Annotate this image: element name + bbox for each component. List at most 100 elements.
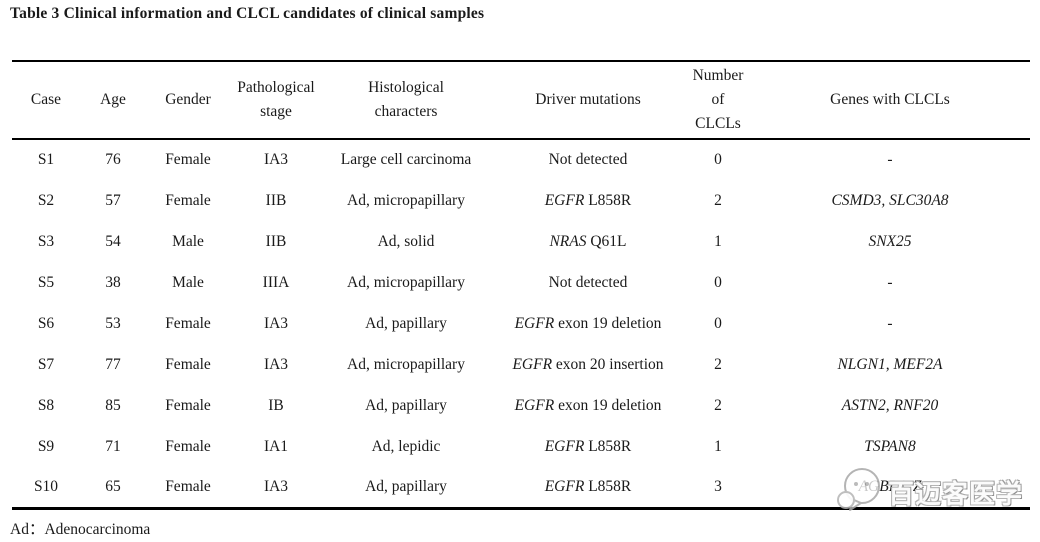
col-header-gender: Gender — [165, 90, 211, 108]
cell-age: 77 — [105, 355, 121, 373]
table-header: Case Age Gender Pathological stage Histo… — [12, 61, 1030, 139]
driver-gene-italic: EGFR — [544, 477, 585, 495]
table-title: Table 3 Clinical information and CLCL ca… — [10, 5, 485, 22]
cell-case: S5 — [37, 273, 55, 291]
cell-histology: Ad, papillary — [365, 477, 447, 495]
cell-gender: Male — [172, 232, 204, 250]
cell-age: 85 — [105, 396, 121, 414]
col-header-histological-characters: Histological characters — [368, 78, 444, 120]
driver-gene-italic: EGFR — [514, 314, 555, 332]
table-row: S5 38 Male IIIA Ad, micropapillary Not d… — [12, 262, 1030, 303]
cell-gender: Female — [165, 314, 211, 332]
driver-gene-italic: EGFR — [514, 396, 555, 414]
driver-mutation-detail: Not detected — [548, 151, 628, 168]
cell-histology: Ad, papillary — [365, 314, 447, 332]
cell-driver-mutation: EGFR exon 19 deletion — [490, 385, 686, 426]
cell-clcl-count: 3 — [714, 477, 722, 495]
table-row: S9 71 Female IA1 Ad, lepidic EGFR L858R … — [12, 426, 1030, 467]
cell-stage: IA3 — [263, 314, 289, 332]
cell-stage: IA3 — [263, 151, 289, 168]
driver-mutation-detail: exon 19 deletion — [554, 396, 662, 414]
cell-genes: NLGN1, MEF2A — [837, 355, 943, 373]
table-row: S2 57 Female IIB Ad, micropapillary EGFR… — [12, 180, 1030, 221]
table-row: S6 53 Female IA3 Ad, papillary EGFR exon… — [12, 303, 1030, 344]
cell-clcl-count: 1 — [714, 232, 722, 250]
driver-gene-italic: EGFR — [544, 191, 585, 209]
cell-genes: SNX25 — [868, 232, 912, 250]
driver-mutation-detail: L858R — [584, 477, 632, 495]
cell-histology: Ad, solid — [377, 232, 435, 250]
col-header-genes-with-clcls: Genes with CLCLs — [830, 90, 950, 108]
cell-clcl-count: 0 — [714, 151, 722, 168]
driver-mutation-detail: L858R — [584, 191, 632, 209]
driver-mutation-detail: Q61L — [586, 232, 627, 250]
cell-case: S3 — [37, 232, 55, 250]
cell-genes: ASTN2, RNF20 — [841, 396, 939, 414]
cell-age: 76 — [105, 151, 121, 168]
cell-histology: Ad, micropapillary — [347, 191, 465, 209]
cell-genes: CSMD3, SLC30A8 — [831, 191, 949, 209]
footnote-adenocarcinoma: Ad：Adenocarcinoma — [10, 521, 151, 538]
table-row: S8 85 Female IB Ad, papillary EGFR exon … — [12, 385, 1030, 426]
col-header-case: Case — [30, 90, 62, 108]
cell-histology: Large cell carcinoma — [340, 151, 472, 168]
cell-clcl-count: 0 — [714, 314, 722, 332]
cell-gender: Male — [172, 273, 204, 291]
cell-gender: Female — [165, 355, 211, 373]
cell-genes: - — [887, 273, 893, 291]
table-row: S3 54 Male IIB Ad, solid NRAS Q61L 1 SNX… — [12, 221, 1030, 262]
cell-stage: IIB — [265, 191, 287, 209]
table-row: S1 76 Female IA3 Large cell carcinoma No… — [12, 139, 1030, 180]
driver-gene-italic: NRAS — [549, 232, 587, 250]
cell-gender: Female — [165, 151, 211, 168]
cell-age: 57 — [105, 191, 121, 209]
cell-case: S2 — [37, 191, 55, 209]
cell-histology: Ad, micropapillary — [347, 355, 465, 373]
cell-gender: Female — [165, 477, 211, 495]
cell-stage: IIB — [265, 232, 287, 250]
cell-driver-mutation: EGFR L858R — [490, 180, 686, 221]
cell-case: S7 — [37, 355, 55, 373]
cell-histology: Ad, papillary — [365, 396, 447, 414]
cell-age: 38 — [105, 273, 121, 291]
driver-mutation-detail: Not detected — [548, 273, 628, 291]
cell-age: 65 — [105, 477, 121, 495]
cell-histology: Ad, lepidic — [371, 437, 441, 455]
cell-stage: IA1 — [263, 437, 289, 455]
cell-driver-mutation: EGFR exon 19 deletion — [490, 303, 686, 344]
cell-case: S9 — [37, 437, 55, 455]
cell-histology: Ad, micropapillary — [347, 273, 465, 291]
cell-stage: IB — [268, 396, 284, 414]
driver-mutation-detail: exon 19 deletion — [554, 314, 662, 332]
table-body: S1 76 Female IA3 Large cell carcinoma No… — [12, 139, 1030, 508]
driver-gene-italic: EGFR — [512, 355, 553, 373]
col-header-number-of-clcls: Number of CLCLs — [692, 66, 744, 132]
cell-stage: IA3 — [263, 355, 289, 373]
cell-driver-mutation: EGFR L858R — [490, 426, 686, 467]
driver-mutation-detail: L858R — [584, 437, 632, 455]
clinical-table: Case Age Gender Pathological stage Histo… — [12, 60, 1030, 510]
cell-genes: TSPAN8 — [864, 437, 916, 455]
cell-age: 54 — [105, 232, 121, 250]
driver-gene-italic: EGFR — [544, 437, 585, 455]
header-row: Case Age Gender Pathological stage Histo… — [12, 61, 1030, 139]
cell-case: S1 — [37, 151, 55, 168]
cell-gender: Female — [165, 191, 211, 209]
cell-age: 53 — [105, 314, 121, 332]
cell-driver-mutation: Not detected — [490, 139, 686, 180]
cell-driver-mutation: EGFR exon 20 insertion — [490, 344, 686, 385]
cell-driver-mutation: NRAS Q61L — [490, 221, 686, 262]
cell-case: S10 — [33, 477, 59, 495]
cell-clcl-count: 2 — [714, 355, 722, 373]
cell-clcl-count: 1 — [714, 437, 722, 455]
table-row: S7 77 Female IA3 Ad, micropapillary EGFR… — [12, 344, 1030, 385]
cell-clcl-count: 2 — [714, 191, 722, 209]
col-header-driver-mutations: Driver mutations — [535, 90, 641, 108]
col-header-age: Age — [100, 90, 126, 108]
driver-mutation-detail: exon 20 insertion — [552, 355, 664, 373]
cell-stage: IIIA — [262, 273, 290, 291]
cell-age: 71 — [105, 437, 121, 455]
cell-driver-mutation: EGFR L858R — [490, 467, 686, 508]
cell-stage: IA3 — [263, 477, 289, 495]
